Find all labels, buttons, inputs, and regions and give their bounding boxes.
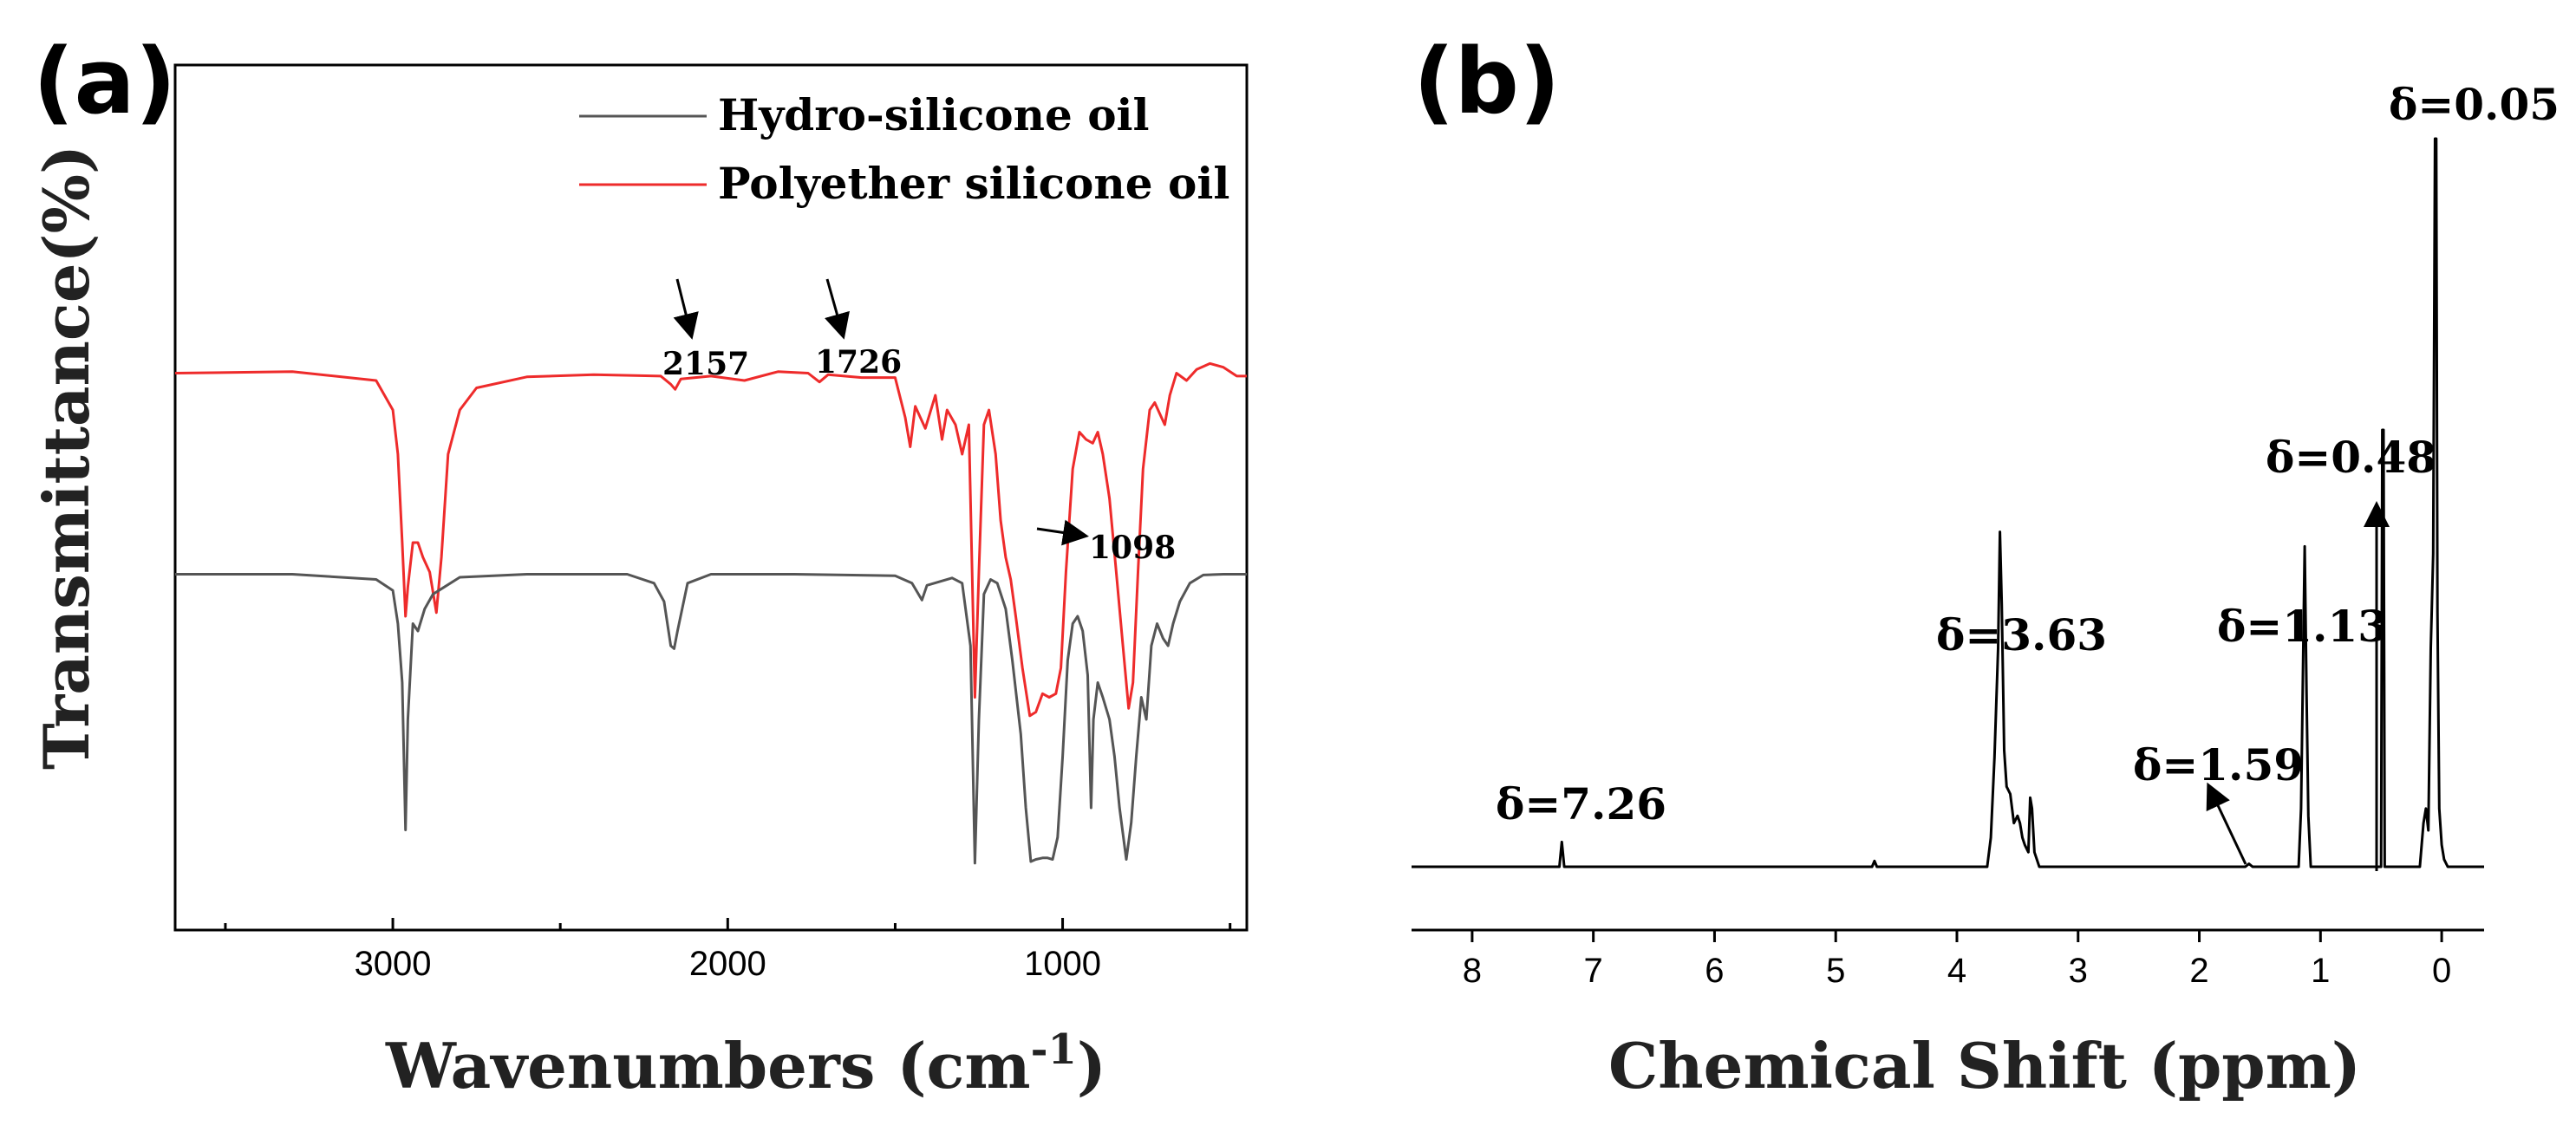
annotation-delta-7-26: δ=7.26	[1496, 778, 1666, 829]
nmr-x-axis-title: Chemical Shift (ppm)	[1608, 1029, 2361, 1103]
nmr-x-tick-label: 7	[1584, 952, 1603, 990]
legend-label-hydro-silicone-oil: Hydro-silicone oil	[718, 89, 1150, 140]
ftir-x-tick-label: 3000	[355, 945, 432, 983]
annotation-delta-0-05: δ=0.05	[2389, 79, 2560, 130]
panel-b-label: (b)	[1413, 29, 1561, 134]
ftir-y-axis-title: Transmittance(%)	[29, 145, 103, 770]
annotation-2157-label: 2157	[662, 346, 749, 382]
nmr-x-tick-label: 5	[1826, 952, 1845, 990]
ftir-x-axis: 3000 2000 1000	[224, 918, 1232, 983]
legend-label-polyether-silicone-oil: Polyether silicone oil	[718, 158, 1229, 209]
annotation-delta-3-63: δ=3.63	[1936, 609, 2107, 660]
ftir-x-axis-title-superscript: -1	[1031, 1025, 1077, 1074]
ftir-legend: Hydro-silicone oil Polyether silicone oi…	[579, 89, 1229, 209]
ftir-plot-frame	[173, 63, 1249, 932]
annotation-1098-arrow	[1036, 519, 1089, 546]
annotation-2157-arrow	[673, 278, 699, 340]
nmr-x-axis: 8 7 6 5 4 3 2 1 0	[1463, 930, 2451, 990]
ftir-x-axis-title-main: Wavenumbers (cm	[385, 1029, 1031, 1103]
nmr-x-tick-label: 4	[1947, 952, 1966, 990]
nmr-x-tick-label: 3	[2069, 952, 2088, 990]
ftir-annotations: 2157 1726 1098	[662, 278, 1176, 566]
ftir-x-tick-label: 2000	[689, 945, 766, 983]
nmr-x-tick-label: 1	[2311, 952, 2330, 990]
annotation-delta-1-59: δ=1.59	[2133, 739, 2304, 790]
nmr-x-tick-label: 0	[2432, 952, 2451, 990]
ftir-traces	[174, 361, 1247, 865]
annotation-1726-arrow	[825, 278, 850, 340]
annotation-delta-0-48: δ=0.48	[2266, 432, 2436, 483]
nmr-x-tick-label: 8	[1463, 952, 1482, 990]
ftir-x-axis-title: Wavenumbers (cm-1)	[385, 1025, 1106, 1103]
ftir-x-tick-label: 1000	[1024, 945, 1101, 983]
panel-a-label: (a)	[33, 29, 176, 134]
nmr-spectrum-line	[1412, 137, 2484, 869]
nmr-x-tick-label: 2	[2189, 952, 2208, 990]
nmr-annotations: δ=7.26 δ=3.63 δ=1.59 δ=1.13 δ=0.48 δ=0.0…	[1496, 79, 2560, 871]
ftir-series-hydro-silicone-oil	[175, 573, 1247, 865]
ftir-x-axis-title-close: )	[1077, 1029, 1106, 1103]
annotation-1098-label: 1098	[1089, 530, 1176, 566]
ftir-panel: (a) 3000 2000 1000 Hydro-silicone oil Poly…	[29, 29, 1249, 1103]
ftir-series-polyether-silicone-oil	[174, 361, 1247, 718]
annotation-delta-1-13: δ=1.13	[2217, 601, 2388, 652]
nmr-trace	[1412, 137, 2484, 869]
nmr-panel: (b) 8 7 6 5 4 3 2 1 0 δ=7.26 δ=3.63 δ=1.59 δ=1.1…	[1412, 29, 2560, 1103]
annotation-1726-label: 1726	[815, 344, 902, 381]
annotation-delta-1-59-arrow	[2206, 782, 2247, 865]
nmr-x-tick-label: 6	[1705, 952, 1724, 990]
